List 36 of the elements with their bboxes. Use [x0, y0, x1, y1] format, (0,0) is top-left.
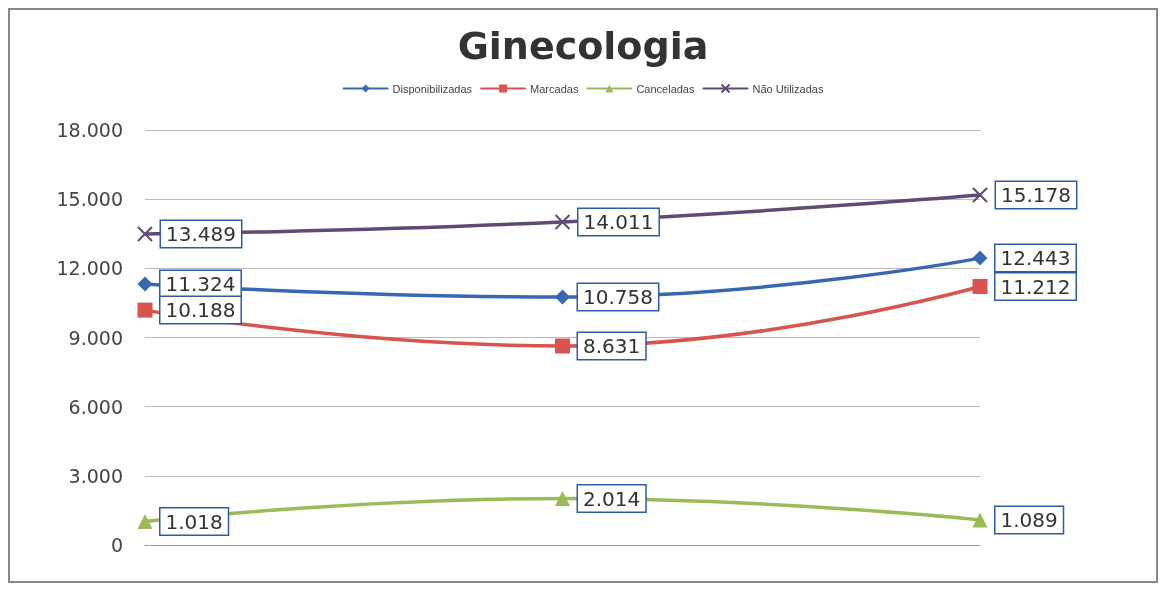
point: [972, 250, 988, 266]
y-tick-label: 9.000: [68, 326, 123, 349]
point: [137, 302, 153, 318]
y-tick-label: 3.000: [68, 464, 123, 487]
y-tick-label: 6.000: [68, 395, 123, 418]
y-tick-label: 12.000: [56, 257, 123, 280]
y-tick-label: 15.000: [56, 188, 123, 211]
data-label: 1.018: [165, 509, 223, 534]
data-label: 15.178: [1001, 183, 1071, 208]
legend-label: Marcadas: [530, 82, 579, 95]
point: [555, 338, 570, 354]
y-tick-label: 18.000: [56, 119, 123, 141]
legend-label: Não Utilizadas: [752, 82, 824, 95]
data-label: 11.324: [165, 271, 236, 296]
data-label: 12.443: [1000, 246, 1071, 271]
point: [137, 226, 153, 242]
point: [554, 213, 571, 230]
point: [972, 279, 988, 294]
point: [555, 289, 570, 305]
point: [555, 491, 570, 507]
data-label: 13.489: [166, 222, 236, 246]
data-label: 11.212: [1000, 274, 1071, 299]
data-label: 8.631: [583, 334, 641, 359]
point: [137, 514, 153, 530]
point: [137, 276, 153, 292]
data-label: 10.758: [583, 284, 653, 309]
y-tick-label: 0: [110, 534, 123, 556]
point: [972, 187, 988, 204]
chart-title: Ginecologia: [457, 24, 709, 68]
legend-label: Canceladas: [636, 82, 695, 95]
point: [972, 512, 988, 528]
legend-label: Disponibilizadas: [392, 82, 473, 95]
data-label: 2.014: [583, 486, 641, 511]
data-label: 10.188: [165, 298, 236, 323]
data-label: 1.089: [1000, 507, 1058, 532]
data-label: 14.011: [583, 209, 654, 234]
